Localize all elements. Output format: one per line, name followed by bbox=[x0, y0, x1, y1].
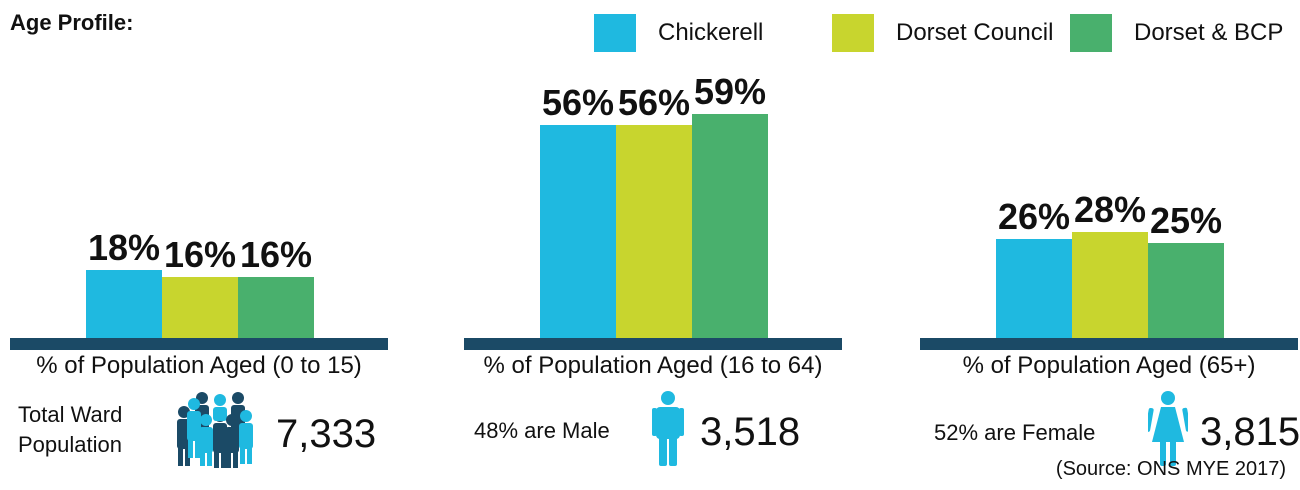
baseline bbox=[920, 338, 1298, 350]
total-population-label: Total Ward Population bbox=[18, 400, 122, 460]
baseline bbox=[464, 338, 842, 350]
bar-chickerell bbox=[540, 125, 616, 338]
bar-dorset-council bbox=[1072, 231, 1148, 338]
total-label-line2: Population bbox=[18, 432, 122, 457]
bar-dorset-bcp bbox=[1148, 243, 1224, 338]
people-group-icon bbox=[177, 392, 253, 468]
male-label: 48% are Male bbox=[474, 418, 610, 443]
female-value: 3,815 bbox=[1200, 410, 1300, 454]
baseline bbox=[10, 338, 388, 350]
bar-dorset-council bbox=[616, 125, 692, 338]
bar-dorset-bcp bbox=[238, 277, 314, 338]
bar-chickerell bbox=[996, 239, 1072, 338]
chart-title: Age Profile: bbox=[10, 10, 134, 35]
x-axis-label: % of Population Aged (0 to 15) bbox=[36, 352, 362, 379]
female-person-icon bbox=[1148, 391, 1188, 466]
x-axis-label: % of Population Aged (65+) bbox=[962, 352, 1256, 379]
bar-chickerell bbox=[86, 269, 162, 338]
female-label: 52% are Female bbox=[934, 420, 1096, 445]
source-note: (Source: ONS MYE 2017) bbox=[1055, 458, 1286, 480]
bar-value-label: 16% bbox=[163, 234, 237, 276]
total-population-value: 7,333 bbox=[276, 412, 377, 456]
bar-value-label: 56% bbox=[541, 82, 615, 124]
male-value: 3,518 bbox=[700, 410, 801, 454]
bar-value-label: 25% bbox=[1149, 200, 1223, 241]
bar-value-label: 26% bbox=[997, 196, 1071, 238]
bar-value-label: 59% bbox=[693, 70, 767, 112]
bar-dorset-bcp bbox=[692, 113, 768, 338]
legend-item-dorset-bcp: Dorset & BCP bbox=[1070, 14, 1283, 52]
bar-dorset-council bbox=[162, 277, 238, 338]
bar-value-label: 18% bbox=[87, 226, 161, 268]
legend-label: Dorset Council bbox=[896, 19, 1054, 46]
legend-item-dorset-council: Dorset Council bbox=[832, 14, 1053, 52]
chart-panel-0-15: % of Population Aged (0 to 15) 18% 16% 16% bbox=[10, 0, 390, 490]
legend-label: Dorset & BCP bbox=[1134, 19, 1284, 46]
bar-value-label: 56% bbox=[617, 82, 691, 124]
legend-swatch bbox=[1070, 14, 1112, 52]
chart-panel-65-plus: % of Population Aged (65+) 26% 28% 25% bbox=[920, 0, 1300, 490]
x-axis-label: % of Population Aged (16 to 64) bbox=[483, 352, 823, 379]
legend-item-chickerell: Chickerell bbox=[594, 14, 763, 52]
male-person-icon bbox=[652, 391, 684, 466]
legend-swatch bbox=[832, 14, 874, 52]
legend-label: Chickerell bbox=[658, 19, 764, 46]
bar-value-label: 16% bbox=[239, 234, 313, 276]
legend-swatch bbox=[594, 14, 636, 52]
bar-value-label: 28% bbox=[1073, 188, 1147, 230]
total-label-line1: Total Ward bbox=[18, 402, 123, 427]
chart-panel-16-64: % of Population Aged (16 to 64) 56% 56% 59… bbox=[464, 0, 844, 490]
